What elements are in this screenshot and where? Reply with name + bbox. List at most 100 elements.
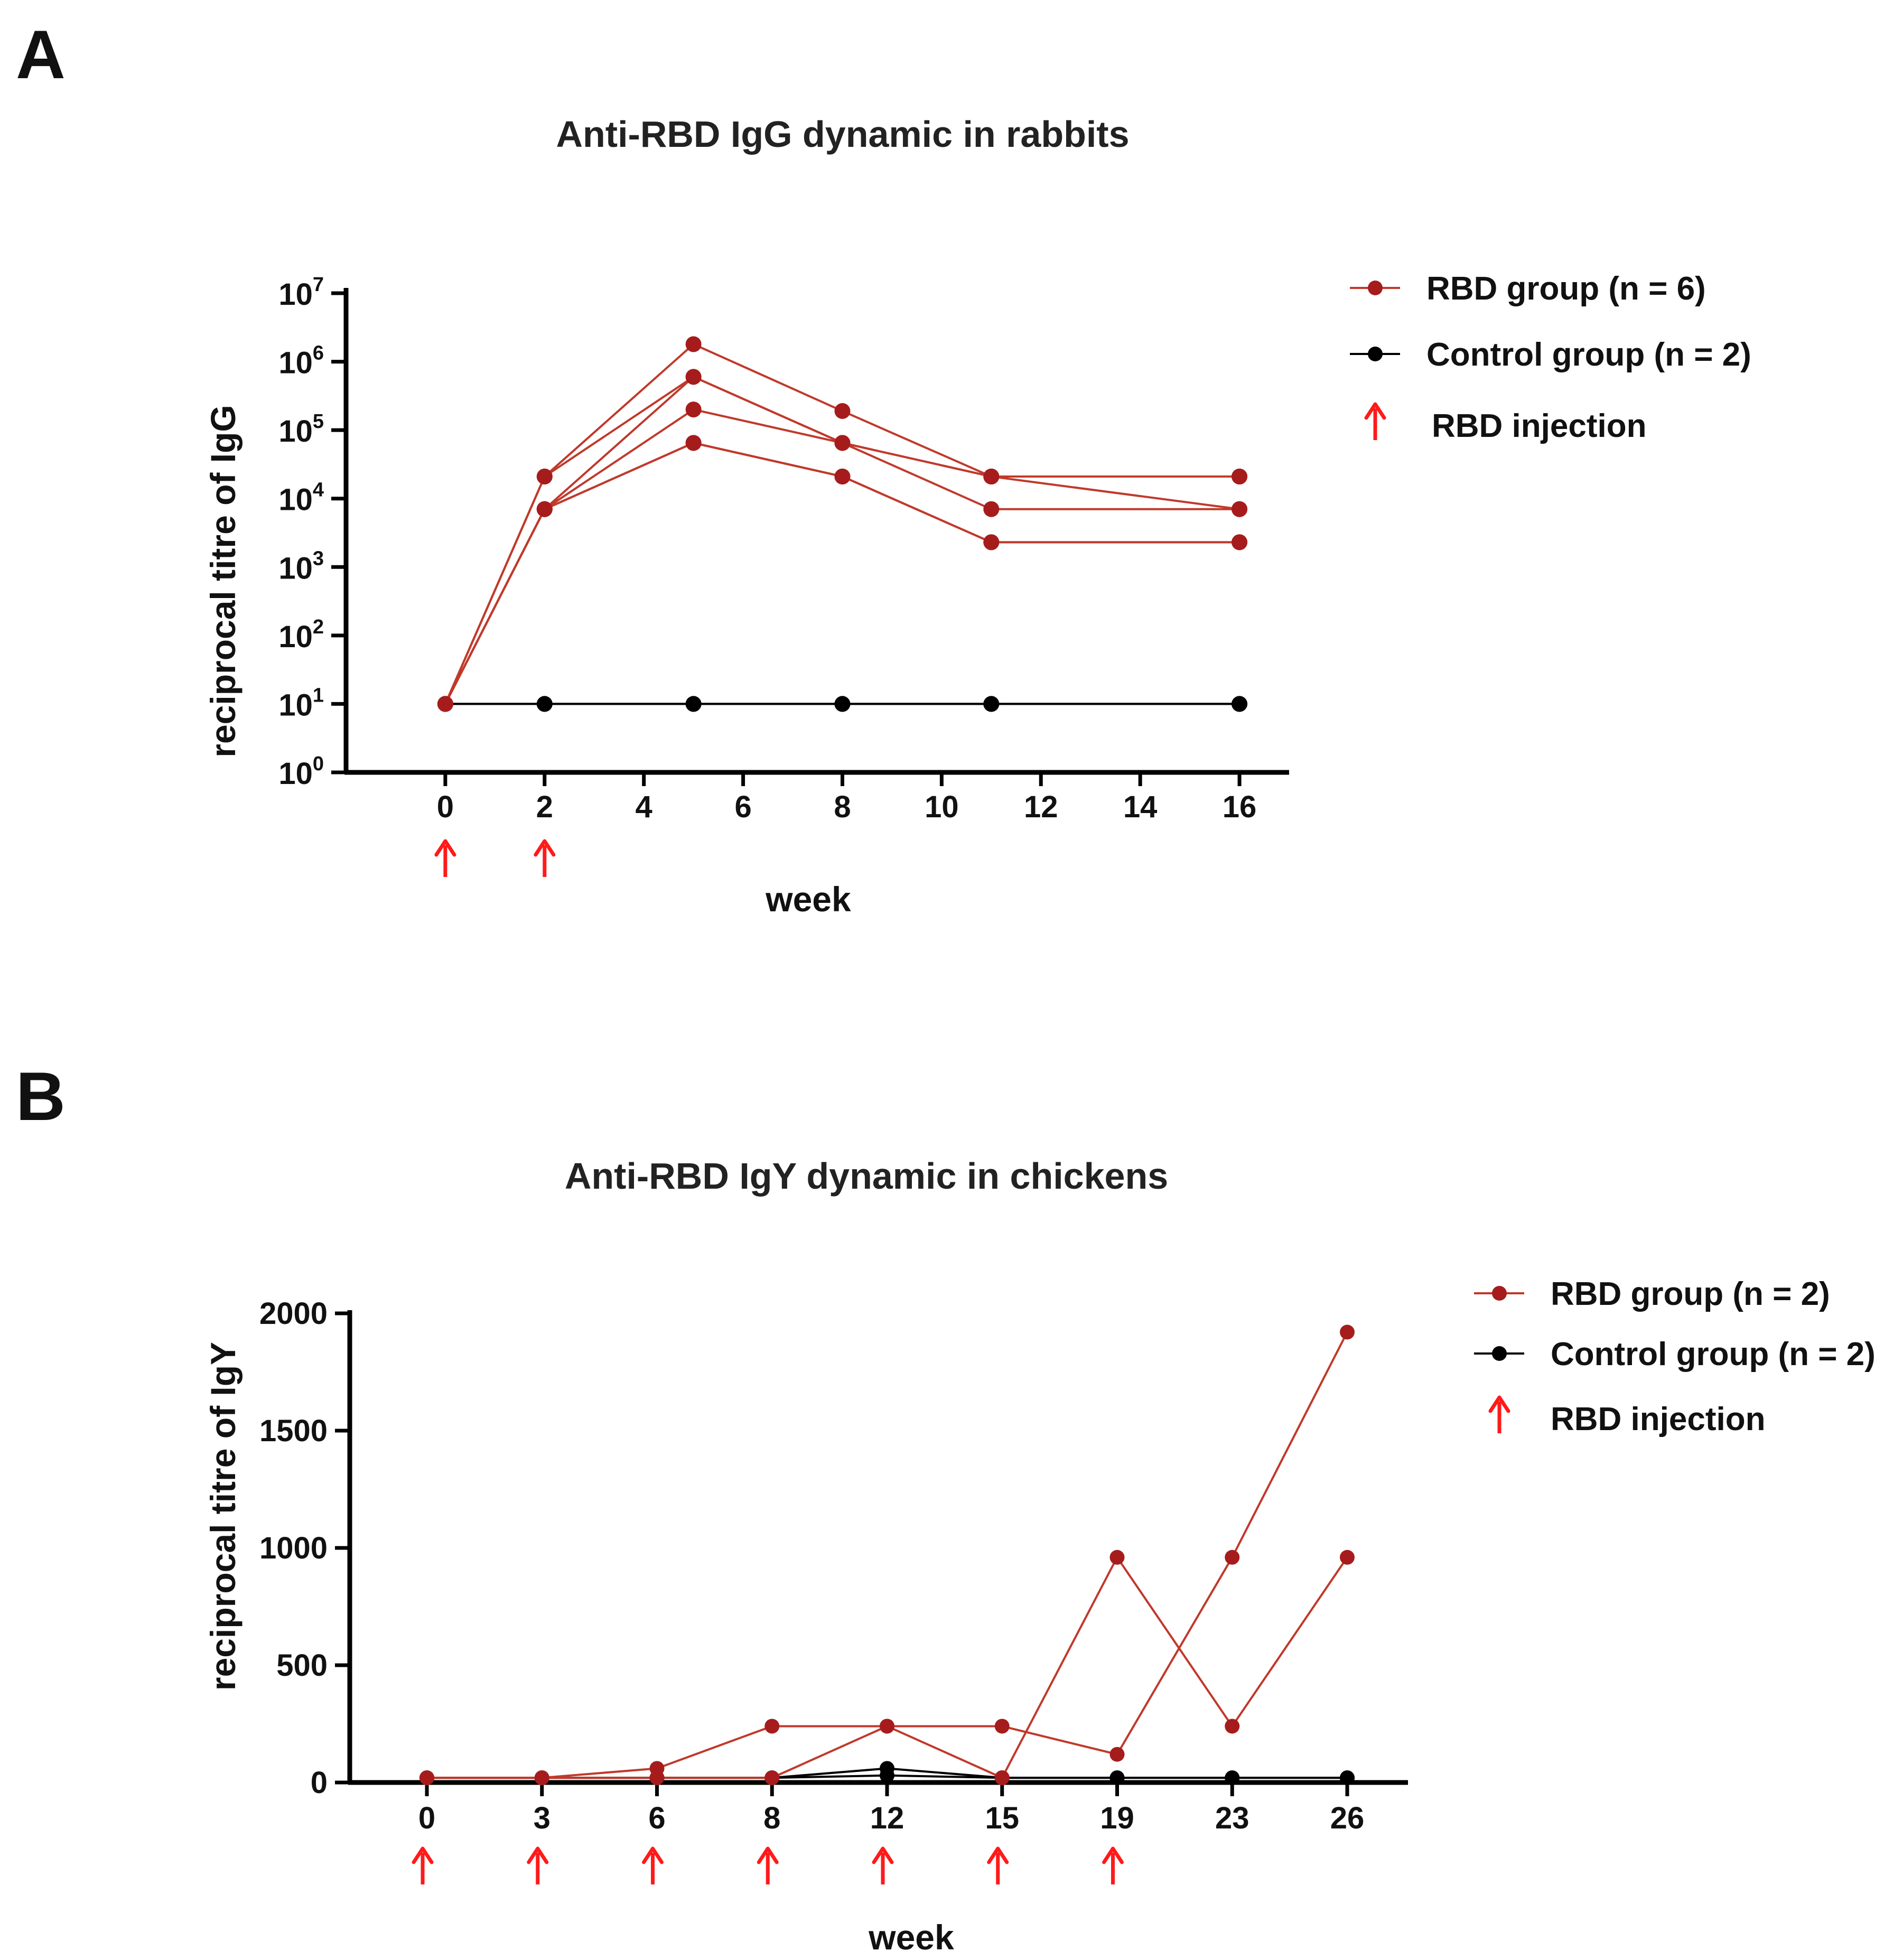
x-tick-label-a: 0 [437,790,454,824]
axes-a: 100 101 102 103 104 105 106 107 0 2 4 6 8 10 12 14 16 [278,274,1289,824]
x-tick-label-b: 26 [1330,1801,1365,1835]
injection-arrow-b-5 [987,1846,1009,1884]
line-b-rbd-0 [427,1331,1348,1779]
injection-arrows-b [412,1846,1124,1884]
panel-b: B Anti-RBD IgY dynamic in chickens recip… [16,1058,1876,1957]
point-a-rbd [834,403,851,419]
point-a-control [1232,696,1248,712]
point-b-rbd [1225,1719,1240,1734]
y-tick-label-a: 106 [278,342,324,380]
injection-arrow-b-3-head [757,1846,779,1864]
point-a-control [536,696,553,712]
point-b-control [1109,1770,1125,1786]
point-b-rbd [764,1770,780,1786]
point-a-control [834,696,851,712]
point-b-rbd [1340,1550,1355,1565]
injection-arrow-b-3 [757,1846,779,1884]
x-tick-label-a: 6 [734,790,751,824]
injection-arrow-a-1-head [534,839,556,857]
legend-marker-a-1 [1368,347,1383,361]
y-tick-label-b: 1500 [259,1414,328,1448]
point-a-rbd [834,435,851,451]
panel-a: A Anti-RBD IgG dynamic in rabbits recipr… [16,16,1751,919]
x-tick-label-b: 15 [985,1801,1019,1835]
x-tick-label-b: 8 [763,1801,780,1835]
point-a-rbd [685,336,702,352]
legend-label-a-0: RBD group (n = 6) [1426,270,1706,307]
legend-label-b-2: RBD injection [1551,1401,1765,1438]
injection-arrow-a-1 [534,839,556,877]
x-tick-label-b: 19 [1100,1801,1134,1835]
point-b-rbd [419,1770,434,1786]
x-tick-label-a: 8 [834,790,851,824]
chart-title-a: Anti-RBD IgG dynamic in rabbits [556,114,1129,155]
point-a-rbd [983,468,1000,484]
x-tick-label-b: 12 [870,1801,904,1835]
legend-a: RBD group (n = 6) Control group (n = 2) RB… [1350,270,1751,444]
x-tick-label-a: 14 [1123,790,1158,824]
series-a [437,336,1248,712]
legend-marker-b-0 [1492,1286,1507,1301]
point-b-rbd [880,1719,894,1734]
legend-marker-b-1 [1492,1346,1507,1361]
y-tick-label-a: 102 [278,616,324,654]
point-b-rbd [1109,1747,1125,1762]
point-a-rbd [983,534,1000,550]
panel-label-b: B [16,1058,66,1135]
y-tick-label-a: 104 [278,479,324,517]
x-tick-label-a: 12 [1024,790,1058,824]
injection-arrow-b-1 [527,1846,549,1884]
point-b-control [880,1768,894,1783]
point-b-rbd [1109,1550,1125,1565]
point-a-rbd [536,501,553,517]
chart-title-b: Anti-RBD IgY dynamic in chickens [565,1155,1168,1197]
x-tick-label-a: 16 [1223,790,1257,824]
point-a-rbd [1232,501,1248,517]
y-tick-label-a: 107 [278,274,324,312]
point-b-rbd [994,1770,1010,1786]
injection-arrow-b-6-head [1102,1846,1124,1864]
x-axis-label-a: week [765,880,851,919]
y-tick-label-b: 0 [311,1766,328,1800]
line-a-rbd-1 [444,376,1240,705]
line-b-rbd-1 [427,1555,1348,1779]
legend-marker-a-0 [1368,281,1383,295]
legend-label-a-1: Control group (n = 2) [1426,337,1751,373]
axes-b: 0 500 1000 1500 2000 0 3 6 8 12 15 19 23 26 [259,1296,1408,1835]
point-b-control [1225,1770,1240,1786]
injection-arrow-b-2-head [642,1846,664,1864]
y-tick-label-a: 105 [278,410,324,449]
point-b-rbd [534,1770,549,1786]
x-tick-label-b: 23 [1215,1801,1249,1835]
injection-arrow-b-5-head [987,1846,1009,1864]
legend-label-a-2: RBD injection [1432,408,1646,444]
legend-arrow-b [1488,1395,1510,1433]
injection-arrow-a-0-head [434,839,456,857]
point-a-rbd [685,369,702,385]
point-a-rbd [437,696,453,712]
y-tick-label-b: 2000 [259,1296,328,1331]
legend-label-b-0: RBD group (n = 2) [1551,1276,1830,1312]
series-b [419,1324,1355,1786]
line-a-rbd-0 [444,343,1240,705]
y-tick-label-a: 103 [278,547,324,585]
injection-arrow-b-4 [872,1846,894,1884]
y-tick-label-a: 100 [278,753,324,791]
point-b-rbd [764,1719,780,1734]
point-b-rbd [994,1719,1010,1734]
x-tick-label-b: 3 [534,1801,551,1835]
legend-arrow-a [1364,402,1386,440]
point-a-rbd [1232,534,1248,550]
legend-label-b-1: Control group (n = 2) [1551,1336,1876,1373]
point-b-rbd [1340,1324,1355,1340]
y-tick-label-b: 1000 [259,1531,328,1565]
point-a-rbd [685,435,702,451]
legend-arrow-b-head [1488,1395,1510,1413]
point-b-rbd [649,1770,665,1786]
injection-arrows-a [434,839,556,877]
point-a-rbd [983,501,1000,517]
x-axis-label-b: week [868,1918,954,1957]
x-tick-label-b: 0 [418,1801,435,1835]
legend-arrow-a-head [1364,402,1386,420]
